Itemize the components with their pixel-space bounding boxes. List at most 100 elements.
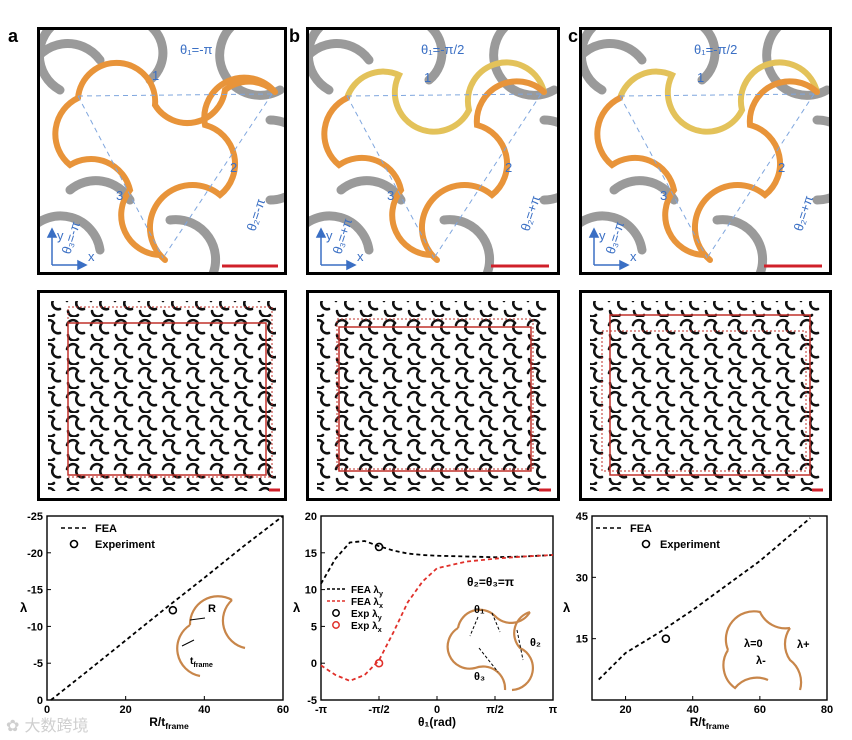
chart-b-legend-label: FEA λx [351, 597, 383, 610]
chart-c-legend-exp-swatch [641, 539, 651, 549]
chart-b-inset-dash-1 [469, 616, 479, 637]
chart-c-xtick-label: 20 [619, 704, 631, 716]
chart-b-xtick-label: π [549, 704, 558, 716]
theta1-label-c: θ₁=-π/2 [694, 42, 737, 57]
chart-b-legend-label: Exp λy [351, 609, 382, 622]
chart-a-inset-shape [176, 595, 246, 678]
unit-cell-panel-a: θ₁=-π 1 2 3 θ₃=-π θ₂=-π y x [37, 27, 287, 275]
chart-b-inset-shape [446, 608, 534, 692]
chart-b-legend-label: FEA λy [351, 585, 383, 598]
chart-b-xlabel: θ₁(rad) [418, 715, 456, 729]
chart-b-series-exp-ly-point [374, 542, 384, 552]
chart-a-annot-r: R [208, 603, 216, 615]
chart-b-xtick-label: 0 [434, 704, 440, 716]
chart-c-annot-lambda-minus: λ- [756, 655, 766, 667]
chart-c-ytick-label: 30 [576, 572, 588, 584]
axis-x-label-a: x [88, 249, 95, 264]
chart-b-plot-frame [320, 515, 554, 701]
theta3-label-b: θ₃=+π [330, 216, 356, 256]
chart-b-inset-dash-2 [491, 612, 501, 633]
lattice-pattern-c [590, 301, 823, 492]
chart-a-plot-frame [46, 515, 284, 701]
chart-a-ytick-label: -25 [27, 511, 43, 523]
chart-b-legend-swatch [332, 621, 340, 629]
chart-c-ytick-label: 15 [576, 634, 588, 646]
panel-letter-a: a [8, 26, 19, 46]
chart-a-ytick-label: -20 [27, 548, 43, 560]
chart-b-ytick-label: 15 [305, 548, 317, 560]
chart-b-xtick-label: -π/2 [368, 704, 389, 716]
theta2-label-a: θ₂=-π [244, 197, 269, 233]
chart-a-series-fea-line [50, 515, 284, 701]
chart-a-ytick-label: -10 [27, 621, 43, 633]
chart-b-inset-dash-4 [478, 647, 499, 673]
chart-c-xtick-label: 60 [754, 704, 766, 716]
chart-b-series-fea-ly-line [320, 540, 554, 585]
lattice-photo-c [579, 290, 832, 501]
chart-b-xtick-label: π/2 [486, 704, 504, 716]
chart-a-annot-tframe: tframe [190, 656, 213, 669]
chart-b-annot-theta1: θ₁ [474, 604, 485, 616]
chart-a-ytick-label: -5 [33, 658, 43, 670]
chart-c-annot-lambda0: λ=0 [744, 638, 763, 650]
chart-b-ytick-label: 10 [305, 585, 317, 597]
arm-number-1-b: 1 [424, 70, 431, 85]
chart-b-annot-theta3: θ₃ [474, 671, 485, 683]
unit-cell-drawing-c: θ₁=-π/2 1 2 3 θ₃=-π θ₂=+π y x [582, 30, 829, 272]
axis-y-label-c: y [599, 228, 606, 243]
chart-a-ytick-label: -15 [27, 585, 43, 597]
chart-c-inset-shape [722, 610, 803, 691]
chart-c-annot-lambda-plus: λ+ [797, 639, 810, 651]
lattice-photo-b [306, 290, 560, 501]
axis-y-label-b: y [326, 228, 333, 243]
chart-c-series-fea-line [598, 517, 811, 681]
lattice-pattern-a [48, 301, 280, 492]
chart-a-annot-r-arrow [189, 617, 206, 621]
arm-number-2-b: 2 [505, 160, 512, 175]
chart-a-experiment-point [168, 605, 178, 615]
chart-c-legend-fea-label: FEA [630, 523, 652, 535]
chart-b-ytick-label: 20 [305, 511, 317, 523]
chart-c-xtick-label: 40 [687, 704, 699, 716]
chart-c-ytick-label: 45 [576, 511, 588, 523]
chart-c-legend-exp-label: Experiment [660, 539, 720, 551]
chart-a-ylabel: λ [20, 600, 28, 615]
theta2-label-b: θ₂=+π [518, 194, 544, 233]
arm-number-3-a: 3 [116, 188, 123, 203]
chart-a-legend-exp-swatch [69, 539, 79, 549]
chart-b-series-exp-lx-point [374, 658, 384, 668]
arm-number-1-c: 1 [697, 70, 704, 85]
arm-number-2-c: 2 [778, 160, 785, 175]
chart-c-plot-frame [591, 515, 828, 701]
watermark-logo: ✿ 大数跨境 [6, 716, 89, 735]
chart-a-xtick-label: 60 [277, 704, 289, 716]
chart-b-annot-theta2: θ₂ [530, 637, 541, 649]
lattice-photo-a [37, 290, 287, 501]
axis-x-label-c: x [630, 249, 637, 264]
chart-a-ytick-label: 0 [37, 695, 43, 707]
chart-b-inset-dash-3 [516, 629, 524, 661]
chart-a-xtick-label: 20 [120, 704, 132, 716]
unit-cell-panel-b: θ₁=-π/2 1 2 3 θ₃=+π θ₂=+π y x [306, 27, 560, 275]
chart-c-xtick-label: 80 [821, 704, 833, 716]
chart-a-xtick-label: 40 [198, 704, 210, 716]
chart-c-ylabel: λ [563, 600, 571, 615]
chart-b-ytick-label: 5 [311, 621, 317, 633]
unit-cell-drawing-b: θ₁=-π/2 1 2 3 θ₃=+π θ₂=+π y x [309, 30, 557, 272]
chart-b-annot-condition: θ₂=θ₃=π [467, 575, 514, 589]
arm-number-2-a: 2 [230, 160, 237, 175]
arm-number-1-a: 1 [152, 68, 159, 83]
arm-number-3-b: 3 [387, 188, 394, 203]
panel-letter-b: b [289, 26, 300, 46]
axis-x-label-b: x [357, 249, 364, 264]
theta2-label-c: θ₂=+π [791, 194, 817, 233]
chart-c-experiment-point [661, 634, 671, 643]
theta1-label-a: θ₁=-π [180, 42, 213, 57]
lattice-pattern-b [317, 301, 551, 492]
theta3-label-c: θ₃=-π [603, 219, 628, 255]
chart-a-legend-exp-label: Experiment [95, 539, 155, 551]
chart-b-legend-swatch [332, 609, 340, 617]
chart-b-ytick-label: 0 [311, 658, 317, 670]
arm-number-3-c: 3 [660, 188, 667, 203]
chart-a-xlabel: R/tframe [149, 715, 189, 731]
